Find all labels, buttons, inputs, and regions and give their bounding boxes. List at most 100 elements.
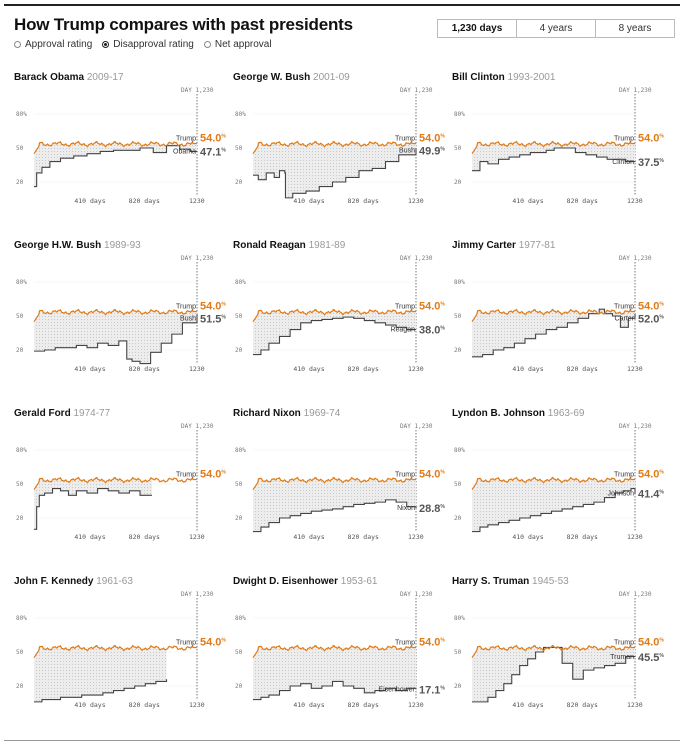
y-tick-label: 20 bbox=[16, 683, 24, 690]
day-marker-label: DAY 1,230 bbox=[400, 591, 433, 598]
trump-label: Trump bbox=[614, 136, 634, 143]
panel-title: Lyndon B. Johnson 1963-69 bbox=[452, 408, 584, 419]
radio-net-approval[interactable]: Net approval bbox=[203, 39, 272, 50]
y-tick-label: 20 bbox=[235, 515, 243, 522]
y-tick-label: 50 bbox=[454, 481, 462, 488]
president-series-line bbox=[253, 316, 416, 356]
trump-label: Trump bbox=[395, 136, 415, 143]
president-series-line bbox=[472, 147, 636, 172]
president-value: 37.5% bbox=[638, 157, 664, 169]
trump-label: Trump bbox=[176, 640, 196, 647]
x-tick-label: 820 days bbox=[567, 365, 598, 373]
trump-value-unit: % bbox=[440, 302, 445, 308]
x-tick-label: 1230 bbox=[627, 701, 643, 709]
president-name: George H.W. Bush bbox=[14, 240, 102, 251]
trump-value: 54.0% bbox=[638, 469, 664, 481]
trump-series-line bbox=[33, 476, 197, 491]
president-years: 2009-17 bbox=[84, 72, 124, 83]
panel-title: George H.W. Bush 1989-93 bbox=[14, 240, 141, 251]
radio-disapproval[interactable]: Disapproval rating bbox=[102, 39, 194, 50]
y-tick-label: 20 bbox=[454, 683, 462, 690]
trump-label: Trump bbox=[395, 640, 415, 647]
y-tick-label: 50 bbox=[16, 145, 24, 152]
chart-panel: Richard Nixon 1969-74 80% 50 20 410 days 820 … bbox=[233, 408, 448, 558]
y-tick-label: 20 bbox=[16, 179, 24, 186]
y-tick-label: 20 bbox=[16, 347, 24, 354]
chart-svg: 80% 50 20 410 days 820 days 1230 DAY 1,230 Trum… bbox=[235, 87, 445, 205]
trump-value: 54.0% bbox=[200, 637, 226, 649]
y-tick-label: 80% bbox=[235, 447, 246, 454]
trump-series-line bbox=[471, 476, 635, 491]
chart-panel: Dwight D. Eisenhower 1953-61 80% 50 20 410 d… bbox=[233, 576, 448, 726]
president-years: 1963-69 bbox=[544, 408, 585, 419]
tab-8-years[interactable]: 8 years bbox=[595, 20, 674, 37]
top-rule bbox=[4, 4, 680, 6]
gap-fill-area bbox=[253, 477, 416, 532]
radio-label: Approval rating bbox=[25, 39, 93, 50]
day-marker-label: DAY 1,230 bbox=[181, 87, 214, 94]
trump-series-line bbox=[471, 140, 635, 155]
chart-panel: George H.W. Bush 1989-93 80% 50 20 410 days 8… bbox=[14, 240, 229, 390]
radio-circle-icon bbox=[14, 41, 21, 48]
chart-panel: Lyndon B. Johnson 1963-69 80% 50 20 410 days… bbox=[452, 408, 667, 558]
tab-1230-days[interactable]: 1,230 days bbox=[451, 23, 503, 34]
x-tick-label: 410 days bbox=[293, 197, 324, 205]
x-tick-label: 820 days bbox=[129, 701, 160, 709]
president-label: Bush bbox=[399, 148, 415, 155]
x-tick-label: 1230 bbox=[189, 365, 205, 373]
y-tick-label: 50 bbox=[235, 649, 243, 656]
president-value-unit: % bbox=[221, 147, 226, 153]
x-tick-label: 410 days bbox=[293, 533, 324, 541]
day-marker-label: DAY 1,230 bbox=[619, 591, 652, 598]
day-marker-label: DAY 1,230 bbox=[400, 87, 433, 94]
day-marker-label: DAY 1,230 bbox=[181, 423, 214, 430]
day-marker-label: DAY 1,230 bbox=[619, 255, 652, 262]
y-tick-label: 50 bbox=[235, 145, 243, 152]
chart-svg: 80% 50 20 410 days 820 days 1230 DAY 1,230 Trum… bbox=[16, 591, 226, 709]
president-name: Richard Nixon bbox=[233, 408, 301, 419]
day-marker-label: DAY 1,230 bbox=[619, 423, 652, 430]
chart-panel: Bill Clinton 1993-2001 80% 50 20 410 days 820… bbox=[452, 72, 667, 222]
panel-title: George W. Bush 2001-09 bbox=[233, 72, 350, 83]
trump-series-line bbox=[252, 308, 416, 323]
trump-value-unit: % bbox=[659, 638, 664, 644]
president-series-line bbox=[253, 148, 417, 199]
y-tick-label: 20 bbox=[235, 347, 243, 354]
y-tick-label: 50 bbox=[454, 313, 462, 320]
president-label: Clinton bbox=[612, 159, 634, 166]
president-value-unit: % bbox=[440, 147, 445, 153]
x-tick-label: 410 days bbox=[74, 365, 105, 373]
trump-series-line bbox=[252, 140, 416, 155]
y-tick-label: 80% bbox=[454, 111, 465, 118]
y-tick-label: 50 bbox=[454, 145, 462, 152]
chart-panel: Ronald Reagan 1981-89 80% 50 20 410 days 820 … bbox=[233, 240, 448, 390]
gap-fill-area bbox=[34, 309, 197, 364]
trump-series-line bbox=[33, 644, 197, 659]
gap-fill-area bbox=[34, 645, 167, 702]
trump-value-unit: % bbox=[659, 302, 664, 308]
tab-4-years[interactable]: 4 years bbox=[516, 20, 595, 37]
president-name: Jimmy Carter bbox=[452, 240, 516, 251]
president-label: Bush bbox=[180, 316, 196, 323]
chart-svg: 80% 50 20 410 days 820 days 1230 DAY 1,230 Trum… bbox=[454, 87, 664, 205]
trump-value: 54.0% bbox=[638, 133, 664, 145]
president-series-line bbox=[472, 308, 636, 358]
president-value-unit: % bbox=[221, 315, 226, 321]
y-tick-label: 50 bbox=[16, 481, 24, 488]
trump-value-unit: % bbox=[440, 470, 445, 476]
x-tick-label: 410 days bbox=[74, 197, 105, 205]
chart-svg: 80% 50 20 410 days 820 days 1230 DAY 1,230 Trum… bbox=[16, 255, 226, 373]
period-tabs: 1,230 days 4 years 8 years bbox=[437, 19, 675, 38]
x-tick-label: 410 days bbox=[512, 533, 543, 541]
x-tick-label: 1230 bbox=[408, 701, 424, 709]
day-marker-label: DAY 1,230 bbox=[400, 255, 433, 262]
trump-value-unit: % bbox=[221, 470, 226, 476]
radio-approval[interactable]: Approval rating bbox=[14, 39, 92, 50]
trump-label: Trump bbox=[395, 304, 415, 311]
gap-fill-area bbox=[472, 645, 635, 702]
president-name: Dwight D. Eisenhower bbox=[233, 576, 339, 587]
gap-fill-area bbox=[472, 477, 635, 532]
trump-value: 54.0% bbox=[638, 301, 664, 313]
x-tick-label: 820 days bbox=[129, 533, 160, 541]
trump-value: 54.0% bbox=[419, 301, 445, 313]
